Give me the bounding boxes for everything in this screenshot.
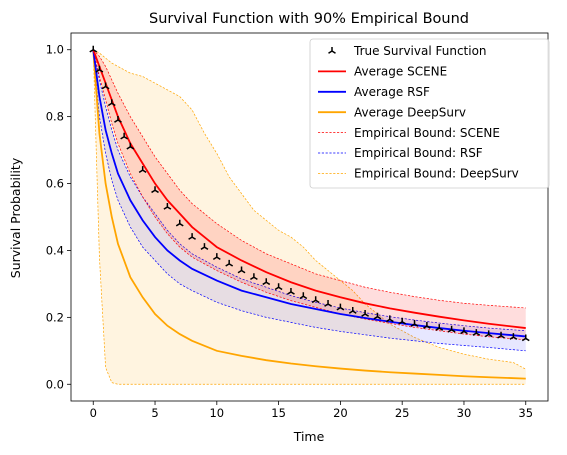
true-survival-marker: [107, 99, 116, 107]
y-tick-label: 0.2: [46, 310, 64, 324]
legend-box: [309, 38, 550, 189]
true-survival-marker: [274, 283, 283, 291]
true-survival-marker: [101, 82, 110, 90]
true-survival-marker: [299, 292, 308, 300]
true-survival-marker: [138, 166, 147, 173]
empirical-bound-deepsurv-upper: [93, 49, 526, 370]
empirical-bound-rsf-upper: [92, 49, 526, 332]
true-survival-marker: [460, 327, 468, 335]
x-tick-label: 15: [271, 406, 286, 420]
true-survival-marker: [120, 132, 129, 140]
true-survival-marker: [385, 315, 394, 323]
true-survival-marker: [447, 325, 456, 333]
average-deepsurv-line: [92, 49, 526, 380]
true-survival-marker: [237, 266, 246, 274]
legend-label: Empirical Bound: DeepSurv: [354, 167, 519, 181]
true-survival-marker: [249, 273, 258, 281]
true-survival-marker: [262, 278, 271, 286]
empirical-bound-deepsurv-band: [93, 49, 526, 385]
y-tick-label: 0.0: [46, 377, 64, 391]
true-survival-marker: [348, 307, 357, 314]
x-tick-label: 30: [457, 406, 472, 420]
chart-title: Survival Function with 90% Empirical Bou…: [149, 11, 469, 27]
x-tick-label: 0: [90, 406, 97, 420]
x-tick-label: 20: [333, 406, 348, 420]
legend-label: Empirical Bound: SCENE: [354, 126, 500, 140]
true-survival-marker: [188, 233, 197, 240]
true-survival-marker: [95, 65, 104, 73]
true-survival-marker: [311, 296, 320, 304]
true-survival-marker: [324, 299, 332, 307]
empirical-bound-rsf-band: [93, 49, 526, 351]
legend-label: Average DeepSurv: [354, 105, 466, 119]
true-survival-marker: [422, 322, 431, 329]
true-survival-marker: [509, 333, 518, 340]
true-survival-marker: [212, 253, 221, 260]
x-tick-label: 35: [518, 406, 533, 420]
y-tick-label: 0.8: [46, 110, 64, 124]
legend-label: True Survival Function: [353, 44, 487, 58]
true-survival-marker: [336, 303, 345, 311]
empirical-bound-deepsurv-lower: [92, 49, 526, 385]
y-axis-label: Survival Probability: [8, 157, 23, 278]
x-tick-label: 10: [209, 406, 224, 420]
true-survival-marker: [175, 219, 184, 227]
true-survival-marker: [287, 287, 295, 295]
y-tick-label: 0.6: [46, 177, 64, 191]
y-tick-label: 0.4: [46, 243, 64, 257]
true-survival-marker: [225, 259, 234, 267]
x-tick-label: 25: [395, 406, 410, 420]
true-survival-marker: [114, 115, 122, 123]
true-survival-marker: [126, 142, 135, 150]
true-survival-marker: [361, 310, 370, 317]
true-survival-marker: [89, 45, 98, 53]
average-scene-line: [92, 49, 526, 329]
y-tick-label: 1.0: [46, 43, 64, 57]
legend-label: Average SCENE: [354, 65, 447, 79]
true-survival-marker: [200, 243, 209, 250]
true-survival-marker: [398, 317, 407, 325]
plot-frame: [70, 32, 549, 402]
true-survival-marker: [373, 312, 382, 320]
legend-label: Average RSF: [354, 85, 430, 99]
true-survival-marker: [521, 334, 530, 342]
true-survival-marker: [151, 186, 159, 194]
x-axis-label: Time: [293, 429, 325, 444]
true-survival-marker: [435, 324, 444, 331]
empirical-bound-scene-band: [93, 49, 526, 340]
true-survival-marker: [497, 331, 505, 339]
true-survival-marker: [410, 320, 419, 327]
legend-true-marker: [328, 47, 336, 54]
true-survival-marker: [484, 330, 493, 338]
average-rsf-line: [92, 49, 526, 338]
empirical-bound-rsf-lower: [92, 49, 526, 352]
legend-label: Empirical Bound: RSF: [354, 146, 483, 160]
x-tick-label: 5: [151, 406, 158, 420]
true-survival-marker: [472, 329, 481, 336]
empirical-bound-scene-lower: [92, 49, 526, 341]
true-survival-marker: [163, 202, 172, 210]
